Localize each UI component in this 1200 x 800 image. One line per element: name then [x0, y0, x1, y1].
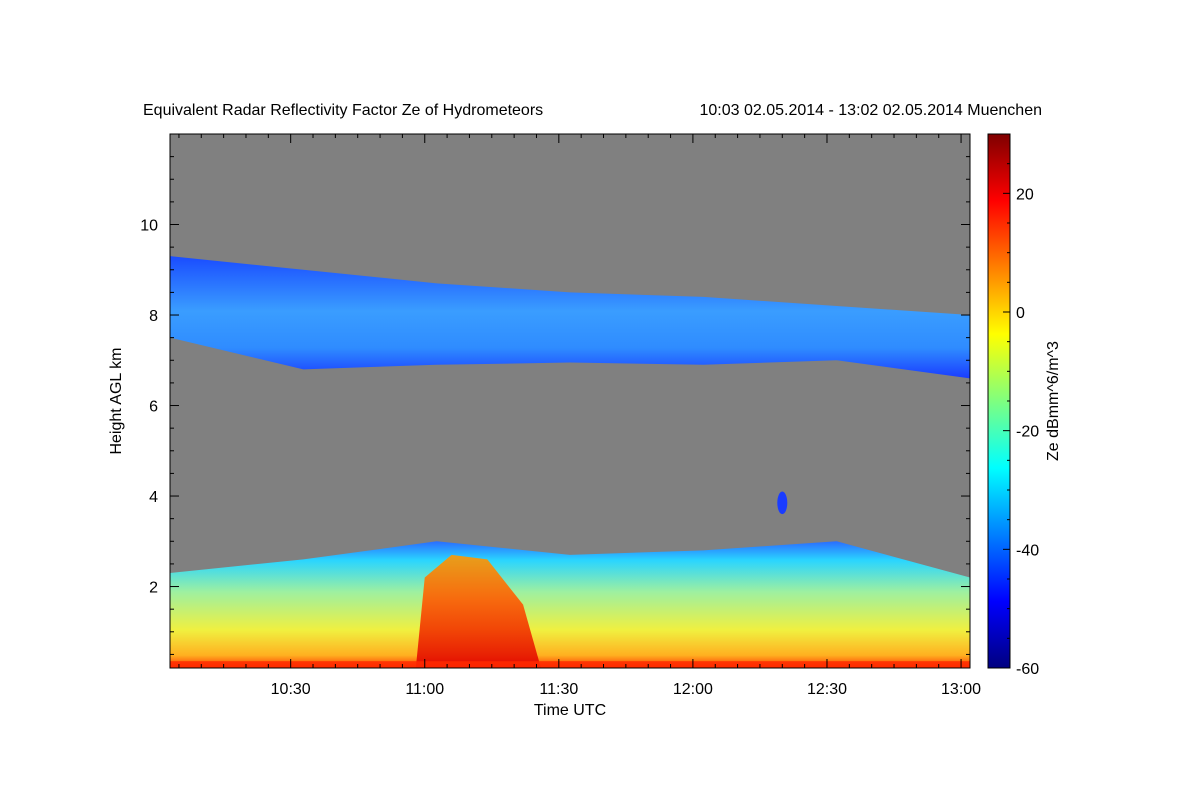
y-tick-label: 10 [140, 218, 158, 235]
chart-title: Equivalent Radar Reflectivity Factor Ze … [143, 102, 543, 119]
colorbar-tick-label: -40 [1016, 542, 1039, 559]
upper-cloud-layer [170, 256, 970, 379]
colorbar-axis: 20 0 -20 -40 -60 [1003, 133, 1039, 678]
x-tick-label: 10:30 [271, 681, 311, 698]
y-tick-label: 2 [149, 580, 158, 597]
surface-band [170, 661, 970, 668]
colorbar-label: Ze dBmm^6/m^3 [1045, 341, 1062, 461]
plot-frame [169, 133, 971, 669]
colorbar-tick-label: -60 [1016, 661, 1039, 678]
reflectivity-layers [170, 256, 970, 668]
y-tick-label: 4 [149, 489, 158, 506]
y-tick-label: 6 [149, 399, 158, 416]
x-tick-label: 12:00 [673, 681, 713, 698]
lower-precipitation-layer [170, 541, 970, 668]
x-tick-label: 11:00 [405, 681, 444, 698]
precipitation-core [415, 554, 541, 668]
x-axis-label: Time UTC [534, 702, 606, 719]
colorbar-tick-label: -20 [1016, 424, 1039, 441]
colorbar [987, 133, 1011, 669]
x-tick-label: 12:30 [807, 681, 847, 698]
colorbar-tick-label: 20 [1016, 186, 1034, 203]
y-tick-label: 8 [149, 308, 158, 325]
isolated-echo [777, 491, 788, 515]
chart-subtitle: 10:03 02.05.2014 - 13:02 02.05.2014 Muen… [699, 102, 1042, 119]
x-tick-label: 11:30 [539, 681, 578, 698]
y-axis-label: Height AGL km [108, 347, 125, 454]
colorbar-tick-label: 0 [1016, 305, 1025, 322]
x-tick-label: 13:00 [941, 681, 981, 698]
y-axis: 2 4 6 8 10 [140, 133, 970, 655]
x-axis: 10:30 11:00 11:30 12:00 12:30 13:00 [178, 134, 981, 698]
